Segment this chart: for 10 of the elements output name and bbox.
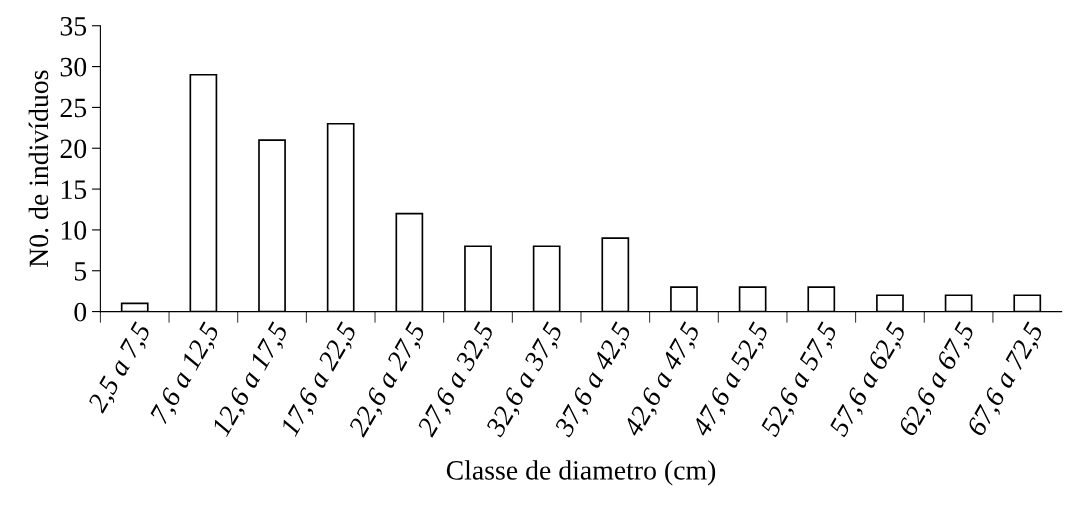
y-tick-label: 15: [61, 180, 87, 199]
y-tick-label: 35: [60, 16, 87, 36]
y-tick-label: 5: [74, 262, 87, 281]
y-tick-label: 0: [74, 302, 87, 322]
x-axis-title: Classe de diametro (cm): [446, 460, 716, 486]
y-tick-label: 20: [60, 139, 87, 159]
y-tick-label: 10: [61, 221, 87, 240]
y-tick-label: 25: [60, 98, 87, 118]
y-axis-title: N0. de indivíduos: [28, 70, 49, 268]
y-tick-label: 30: [60, 57, 87, 77]
